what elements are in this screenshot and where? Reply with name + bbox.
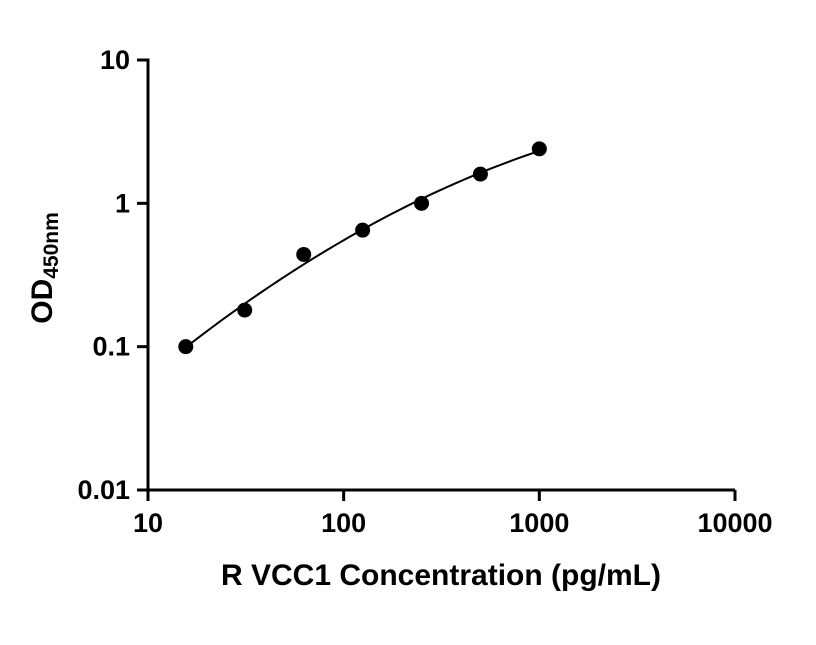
x-tick-label: 1000	[509, 508, 569, 538]
x-axis-title: R VCC1 Concentration (pg/mL)	[221, 559, 661, 592]
data-point	[296, 246, 312, 262]
tick-marks	[137, 58, 737, 501]
data-point	[237, 302, 253, 318]
x-tick-label: 100	[321, 508, 366, 538]
standard-curve-fit-line	[181, 149, 540, 351]
y-tick-label: 0.1	[92, 332, 130, 362]
x-tick-label: 10000	[697, 508, 772, 538]
y-tick-label: 10	[100, 45, 130, 75]
data-point	[414, 195, 430, 211]
x-tick-label: 10	[133, 508, 163, 538]
tick-labels: 10 100 1000 10000 0.01 0.1 1 10	[77, 45, 772, 538]
data-point	[472, 166, 488, 182]
fit-line	[181, 149, 540, 351]
data-point	[355, 222, 371, 238]
data-point	[178, 339, 194, 355]
y-axis-title-subscript: 450nm	[40, 212, 63, 279]
y-tick-label: 1	[115, 188, 130, 218]
data-point	[531, 141, 547, 157]
y-axis-title: OD450nm	[26, 212, 63, 324]
data-points	[178, 141, 547, 355]
y-axis-title-main: OD	[26, 279, 59, 324]
axes	[146, 58, 735, 492]
y-tick-label: 0.01	[77, 475, 130, 505]
